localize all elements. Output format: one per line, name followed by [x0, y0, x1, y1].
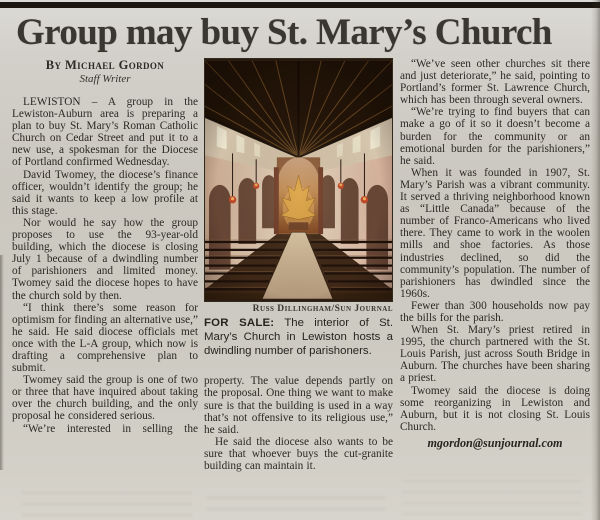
paragraph: property. The value depends partly on th… [204, 375, 393, 436]
headline: Group may buy St. Mary’s Church [16, 12, 552, 53]
paragraph: When St. Mary’s priest retired in 1995, … [400, 324, 590, 385]
scan-edge-shadow-right [591, 0, 600, 520]
church-interior-illustration [205, 60, 392, 300]
paragraph: Twomey said the group is one of two or t… [12, 374, 198, 423]
email-tagline: mgordon@sunjournal.com [427, 435, 563, 450]
paragraph: Twomey said the diocese is doing some re… [400, 384, 590, 433]
paragraph: David Twomey, the diocese’s finance offi… [12, 168, 198, 217]
byline: By Michael Gordon [45, 58, 165, 72]
church-interior-photo [204, 58, 393, 302]
photo-credit: Russ Dillingham/Sun Journal [252, 304, 393, 314]
photo-caption: FOR SALE: The interior of St. Mary’s Chu… [204, 317, 393, 358]
caption-lead: FOR SALE: [204, 317, 275, 329]
column-left: By Michael Gordon Staff Writer LEWISTON … [12, 58, 198, 435]
column-right: “We’ve seen other churches sit there and… [400, 58, 590, 451]
paragraph: “We’re interested in selling the [23, 422, 198, 435]
paragraph: He said the diocese also wants to be sur… [204, 435, 393, 473]
paragraph: “We’re trying to find buyers that can ma… [400, 106, 590, 167]
scan-edge-shadow-left [0, 255, 4, 470]
paragraph: LEWISTON – A group in the Lewiston-Aubur… [12, 96, 198, 169]
print-showthrough [22, 492, 192, 516]
print-showthrough [206, 497, 386, 517]
print-showthrough [402, 480, 582, 516]
church-photo-figure: Russ Dillingham/Sun Journal FOR SALE: Th… [204, 58, 393, 358]
caption-text: The interior of St. Mary’s Church in Lew… [204, 317, 393, 357]
paragraph: When it was founded in 1907, St. Mary’s … [400, 166, 590, 300]
top-rule [0, 2, 600, 8]
byline-role: Staff Writer [79, 73, 131, 85]
paragraph: Nor would he say how the group proposes … [12, 216, 198, 302]
paragraph: Fewer than 300 households now pay the bi… [400, 299, 590, 324]
paragraph: “We’ve seen other churches sit there and… [400, 58, 590, 107]
column-middle: Russ Dillingham/Sun Journal FOR SALE: Th… [204, 58, 393, 472]
paragraph: “I think there’s some reason for optimis… [12, 301, 198, 375]
